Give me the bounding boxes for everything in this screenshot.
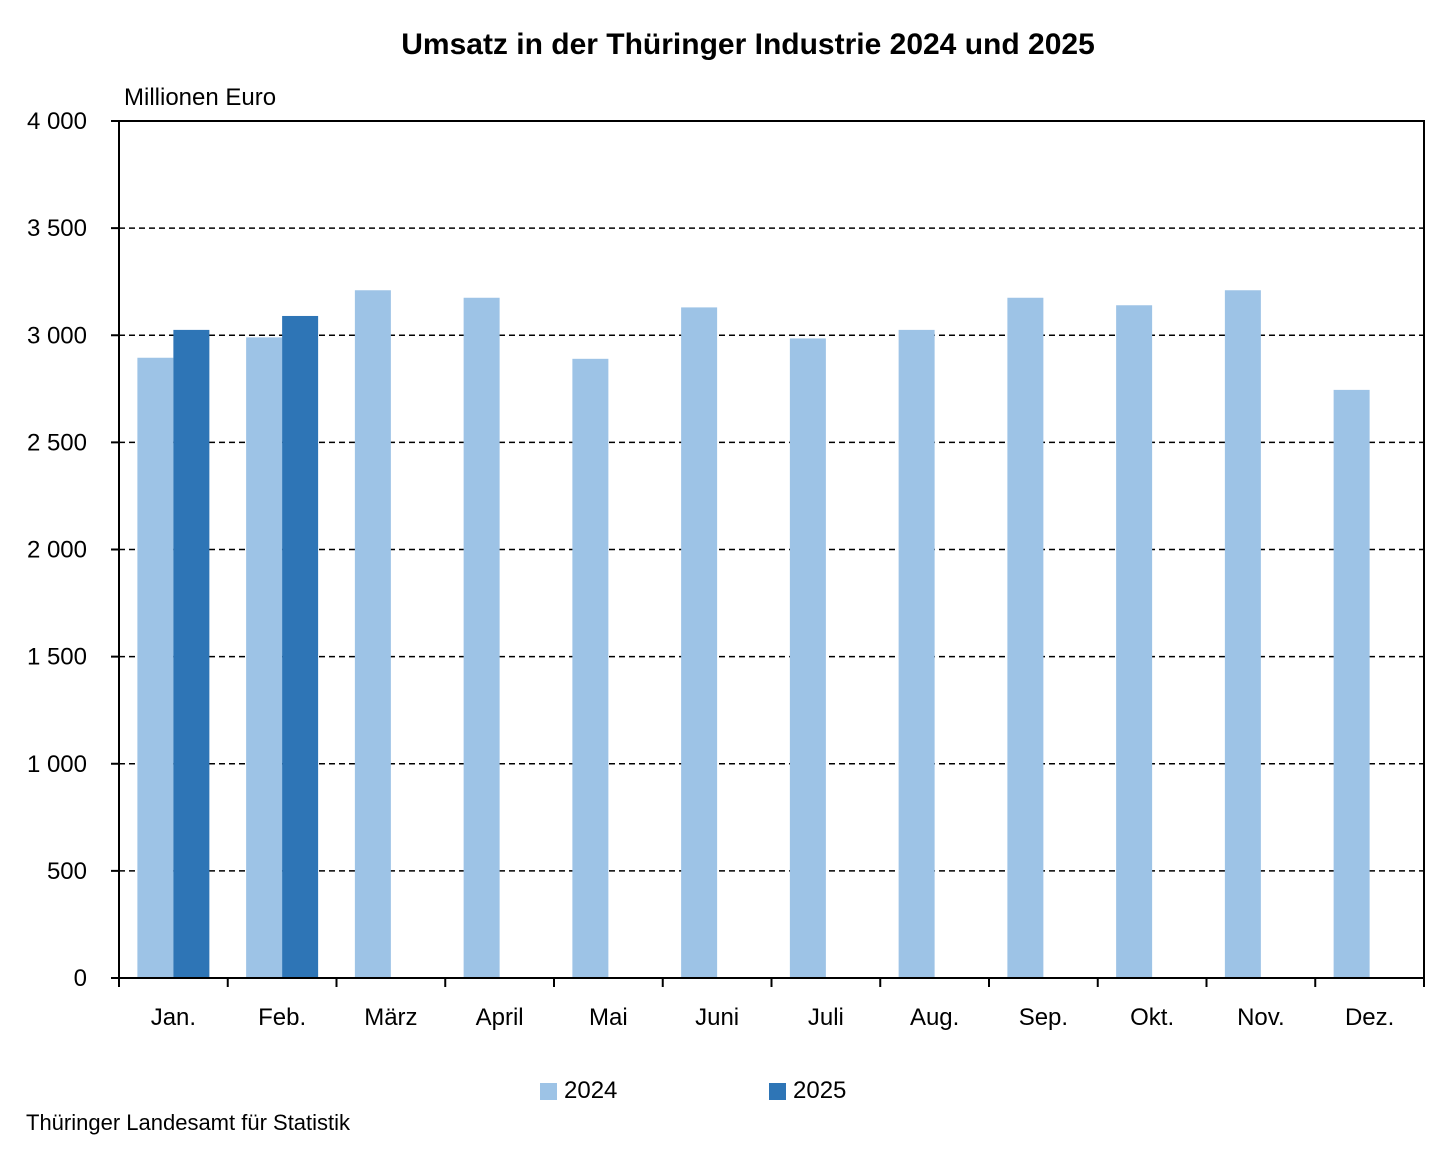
legend-item-2024: 2024 <box>540 1074 617 1108</box>
y-tick-label: 2 000 <box>27 537 87 564</box>
bar-2025-2 <box>282 315 319 978</box>
legend-label-2024: 2024 <box>564 1077 618 1104</box>
y-tick-label: 4 000 <box>27 108 87 135</box>
x-tick-label: Nov. <box>1237 1004 1285 1031</box>
bar-2024-10 <box>1116 305 1153 978</box>
source-note: Thüringer Landesamt für Statistik <box>26 1110 351 1135</box>
bar-2024-12 <box>1333 389 1370 978</box>
x-tick-label: Aug. <box>910 1004 959 1031</box>
x-tick-label: Jan. <box>151 1004 196 1031</box>
x-tick-label: Sep. <box>1019 1004 1068 1031</box>
grid-lines <box>119 227 1424 872</box>
y-tick-label: 3 500 <box>27 215 87 242</box>
x-tick-label: Juni <box>695 1004 739 1031</box>
axes: 0 500 1 000 1 500 2 000 2 500 3 000 3 500 4 000 J… <box>27 108 1425 1031</box>
bar-2024-4 <box>463 297 500 979</box>
legend-label-2025: 2025 <box>793 1077 847 1104</box>
bar-2024-1 <box>137 357 174 979</box>
bar-2024-2 <box>246 337 283 979</box>
bar-2024-9 <box>1007 297 1044 979</box>
legend-swatch-2025 <box>769 1082 786 1100</box>
y-tick-label: 0 <box>74 965 87 992</box>
y-axis-unit-label: Millionen Euro <box>124 84 277 111</box>
bar-chart: 0 500 1 000 1 500 2 000 2 500 3 000 3 500 4 000 J… <box>27 108 1425 1031</box>
bar-2024-6 <box>681 307 718 979</box>
bar-2024-11 <box>1224 290 1261 978</box>
y-tick-label: 1 500 <box>27 644 87 671</box>
x-tick-label: April <box>476 1004 524 1031</box>
x-tick-label: Dez. <box>1345 1004 1394 1031</box>
bars <box>137 290 1370 979</box>
bar-2024-5 <box>572 358 609 978</box>
bar-2024-8 <box>898 329 935 978</box>
x-tick-label: März <box>364 1004 417 1031</box>
bar-2025-1 <box>173 329 210 978</box>
y-tick-label: 3 000 <box>27 322 87 349</box>
bar-2024-3 <box>354 290 391 978</box>
legend: 2024 2025 <box>0 1074 1452 1108</box>
y-tick-label: 2 500 <box>27 429 87 456</box>
x-tick-label: Juli <box>808 1004 844 1031</box>
legend-item-2025: 2025 <box>769 1074 846 1108</box>
x-tick-label: Mai <box>589 1004 628 1031</box>
x-tick-label: Okt. <box>1130 1004 1174 1031</box>
x-tick-label: Feb. <box>258 1004 306 1031</box>
bar-2024-7 <box>789 338 826 978</box>
legend-swatch-2024 <box>540 1082 557 1100</box>
y-tick-label: 1 000 <box>27 751 87 778</box>
y-tick-label: 500 <box>47 858 87 885</box>
chart-title: Umsatz in der Thüringer Industrie 2024 u… <box>401 28 1095 61</box>
